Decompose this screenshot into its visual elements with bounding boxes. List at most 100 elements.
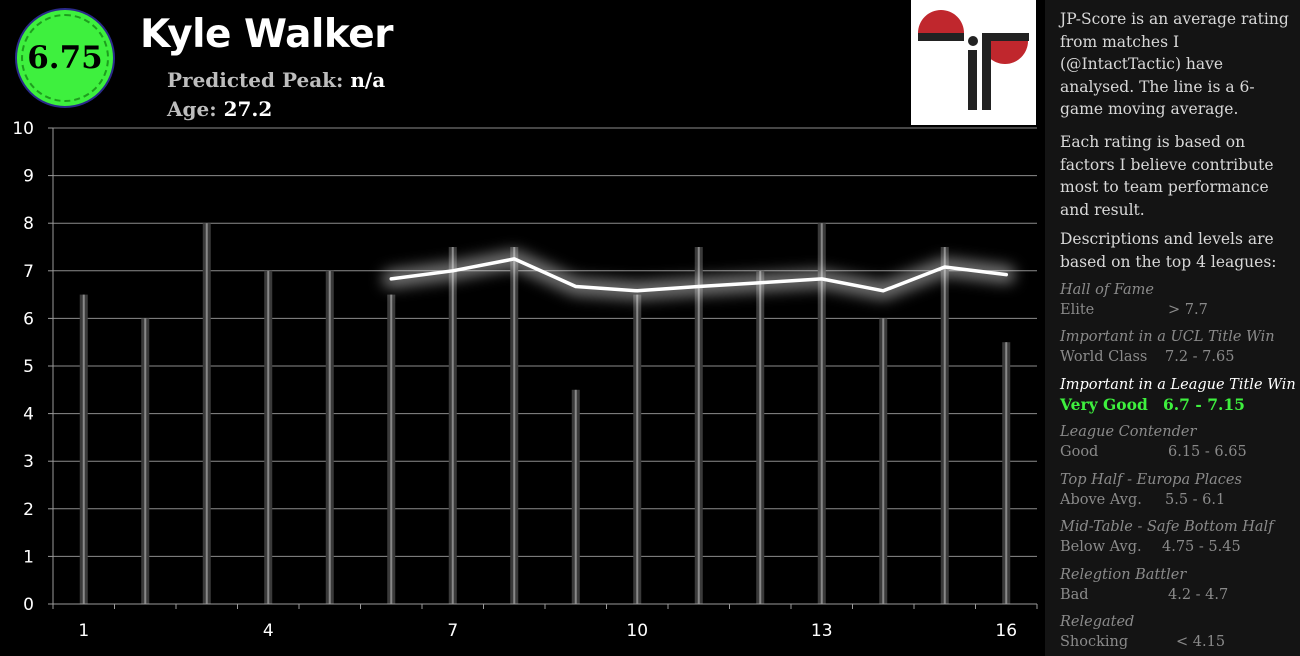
level-title: Relegated [1060, 614, 1135, 630]
level-title: League Contender [1060, 424, 1197, 440]
score-value: 6.75 [27, 40, 103, 76]
level-name: Elite [1060, 302, 1095, 318]
level-row: Bad 4.2 - 4.7 [1060, 585, 1300, 605]
y-tick-label-0: 0 [23, 595, 34, 615]
level-row: World Class 7.2 - 7.65 [1060, 347, 1300, 367]
bar-core-2 [144, 318, 147, 604]
level-title: Important in a League Title Win [1060, 377, 1296, 393]
peak-value: n/a [350, 68, 386, 92]
badge-ring [21, 14, 109, 102]
bar-core-11 [697, 247, 700, 604]
y-tick-label-9: 9 [23, 167, 34, 187]
level-below-avg: Mid-Table - Safe Bottom Half Below Avg. 4.… [1060, 517, 1300, 557]
level-range: 4.75 - 5.45 [1162, 539, 1241, 555]
peak-label: Predicted Peak: [167, 68, 344, 92]
y-tick-label-2: 2 [23, 500, 34, 520]
level-name: Good [1060, 444, 1099, 460]
level-range: < 4.15 [1176, 634, 1226, 650]
axes: 0 1 2 3 4 5 6 7 8 9 10 1 4 7 10 13 16 [12, 119, 1038, 641]
level-above-avg: Top Half - Europa Places Above Avg. 5.5 - … [1060, 470, 1300, 510]
x-tick-label-1: 1 [78, 621, 89, 641]
grid [53, 127, 1037, 557]
level-name: World Class [1060, 349, 1148, 365]
bar-core-9 [574, 389, 577, 604]
bar-core-1 [82, 294, 85, 604]
bar-core-5 [328, 270, 331, 604]
moving-average [382, 249, 1016, 300]
y-tick-label-6: 6 [23, 309, 34, 329]
level-name: Above Avg. [1060, 492, 1142, 508]
info-panel: JP-Score is an average rating from match… [1045, 0, 1300, 656]
bar-core-15 [943, 247, 946, 604]
player-name: Kyle Walker [140, 12, 393, 57]
y-tick-label-4: 4 [23, 405, 34, 425]
level-range: 4.2 - 4.7 [1168, 587, 1229, 603]
logo-graphic [918, 10, 1029, 110]
score-badge: 6.75 [15, 8, 115, 108]
level-row: Elite > 7.7 [1060, 300, 1300, 320]
moving-average-line [389, 257, 1008, 293]
y-tick-label-8: 8 [23, 214, 34, 234]
predicted-peak: Predicted Peak: n/a [167, 68, 385, 92]
logo-dot [968, 36, 978, 46]
bar-core-14 [882, 318, 885, 604]
level-bad: Relegtion Battler Bad 4.2 - 4.7 [1060, 565, 1300, 605]
level-range: 7.2 - 7.65 [1165, 349, 1235, 365]
logo-red-top [918, 10, 964, 33]
level-row: Below Avg. 4.75 - 5.45 [1060, 537, 1300, 557]
bar-core-13 [820, 223, 823, 604]
logo-bar-left [918, 33, 964, 41]
x-tick-label-4: 4 [263, 621, 274, 641]
level-title: Mid-Table - Safe Bottom Half [1060, 519, 1274, 535]
level-name: Shocking [1060, 634, 1129, 650]
level-name: Below Avg. [1060, 539, 1142, 555]
bar-core-6 [390, 294, 393, 604]
rating-chart: 0 1 2 3 4 5 6 7 8 9 10 1 4 7 10 13 16 [12, 119, 1038, 641]
bar-core-7 [451, 247, 454, 604]
bar-core-4 [267, 270, 270, 604]
bar-core-8 [513, 247, 516, 604]
logo-red-bottom [982, 41, 1028, 64]
level-title: Top Half - Europa Places [1060, 472, 1242, 488]
y-tick-label-3: 3 [23, 452, 34, 472]
level-title: Important in a UCL Title Win [1060, 329, 1275, 345]
level-row: Very Good 6.7 - 7.15 [1060, 395, 1300, 415]
level-row: Shocking < 4.15 [1060, 632, 1300, 652]
y-tick-label-1: 1 [23, 547, 34, 567]
y-tick-label-5: 5 [23, 357, 34, 377]
bar-core-3 [205, 223, 208, 604]
level-title: Hall of Fame [1060, 282, 1154, 298]
logo-bar-right [982, 33, 1029, 41]
panel-basis: Each rating is based on factors I believ… [1060, 133, 1274, 219]
jp-logo [911, 0, 1036, 125]
logo-stem-overlay [982, 41, 991, 110]
level-name: Very Good [1060, 395, 1148, 414]
panel-intro: JP-Score is an average rating from match… [1060, 10, 1289, 118]
level-range: 5.5 - 6.1 [1165, 492, 1226, 508]
bar-core-12 [759, 270, 762, 604]
x-tick-label-16: 16 [995, 621, 1017, 641]
level-row: Good 6.15 - 6.65 [1060, 442, 1300, 462]
age-label: Age: [167, 97, 217, 121]
x-tick-label-13: 13 [811, 621, 833, 641]
bars [79, 223, 1011, 604]
level-range: 6.15 - 6.65 [1168, 444, 1247, 460]
level-range: 6.7 - 7.15 [1163, 395, 1245, 414]
level-world-class: Important in a UCL Title Win World Class 7… [1060, 327, 1300, 367]
level-title: Relegtion Battler [1060, 567, 1187, 583]
level-row: Above Avg. 5.5 - 6.1 [1060, 490, 1300, 510]
level-shocking: Relegated Shocking < 4.15 [1060, 612, 1300, 652]
level-very-good: Important in a League Title Win Very Good… [1060, 375, 1300, 415]
age-value: 27.2 [223, 97, 273, 121]
y-tick-label-7: 7 [23, 262, 34, 282]
bar-core-10 [636, 294, 639, 604]
level-range: > 7.7 [1168, 302, 1208, 318]
x-tick-label-10: 10 [626, 621, 648, 641]
age: Age: 27.2 [167, 97, 272, 121]
panel-levels-intro: Descriptions and levels are based on the… [1060, 230, 1277, 271]
y-tick-label-10: 10 [12, 119, 34, 139]
level-name: Bad [1060, 587, 1089, 603]
level-elite: Hall of Fame Elite > 7.7 [1060, 280, 1300, 320]
level-good: League Contender Good 6.15 - 6.65 [1060, 422, 1300, 462]
logo-stem-j [968, 50, 977, 110]
